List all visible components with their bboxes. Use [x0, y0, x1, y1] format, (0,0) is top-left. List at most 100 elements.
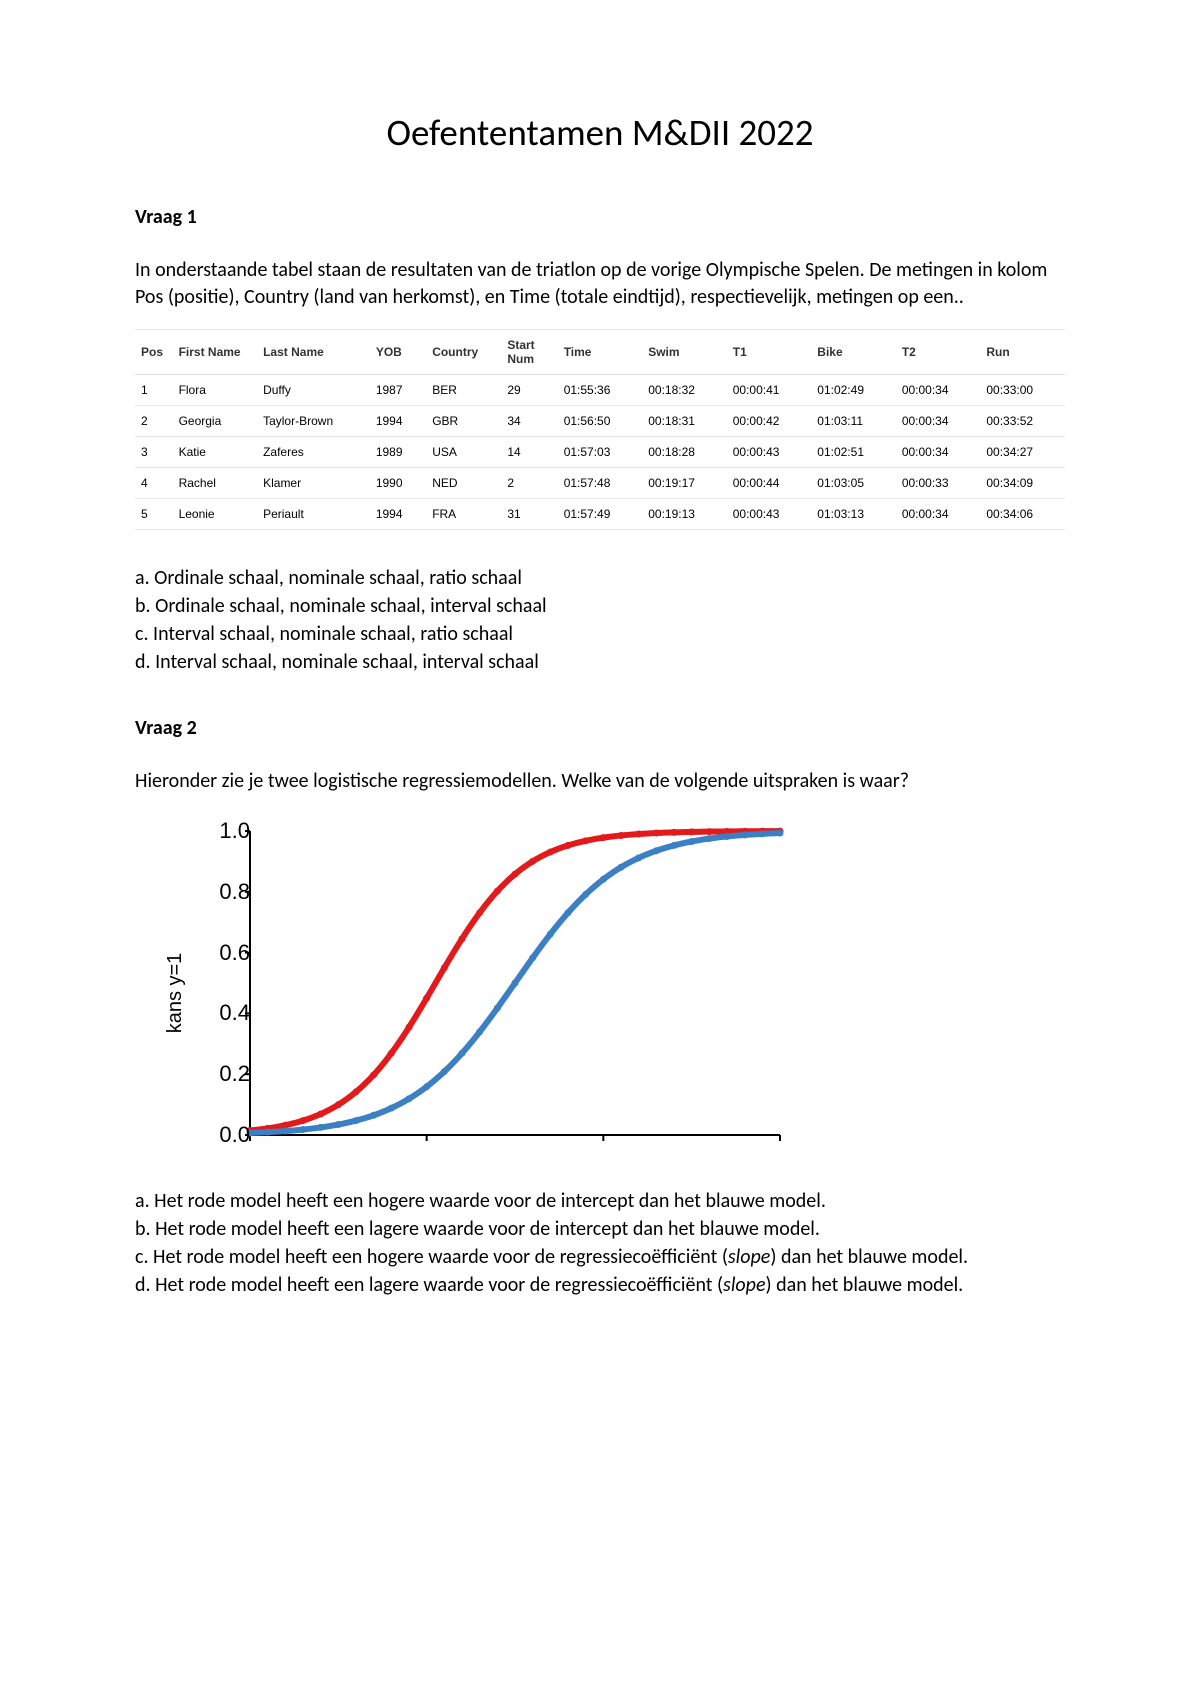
table-cell: NED [426, 468, 501, 499]
table-cell: 00:00:44 [727, 468, 812, 499]
q1-options: a. Ordinale schaal, nominale schaal, rat… [135, 564, 1065, 676]
table-cell: 00:18:28 [642, 437, 727, 468]
chart-ytick: 1.0 [219, 818, 250, 844]
table-cell: 00:00:33 [896, 468, 981, 499]
table-cell: 00:18:32 [642, 375, 727, 406]
table-cell: Klamer [257, 468, 370, 499]
table-cell: BER [426, 375, 501, 406]
q2-heading: Vraag 2 [135, 716, 1065, 740]
table-cell: 1994 [370, 406, 426, 437]
table-header: T1 [727, 330, 812, 375]
logistic-chart: kans y=1 0.0 0.2 0.4 0.6 0.8 1.0 [135, 813, 795, 1173]
table-cell: 14 [501, 437, 557, 468]
table-cell: 01:03:13 [811, 499, 896, 530]
table-cell: 00:00:41 [727, 375, 812, 406]
table-cell: 00:00:43 [727, 437, 812, 468]
chart-ytick: 0.2 [219, 1061, 250, 1087]
table-cell: 01:02:49 [811, 375, 896, 406]
table-cell: 00:18:31 [642, 406, 727, 437]
table-cell: GBR [426, 406, 501, 437]
table-row: 3KatieZaferes1989USA1401:57:0300:18:2800… [135, 437, 1065, 468]
table-cell: Katie [173, 437, 258, 468]
table-cell: 00:34:06 [980, 499, 1065, 530]
table-cell: 1989 [370, 437, 426, 468]
q2-option-b: b. Het rode model heeft een lagere waard… [135, 1215, 1065, 1243]
table-cell: 3 [135, 437, 173, 468]
chart-ytick: 0.6 [219, 940, 250, 966]
table-cell: Flora [173, 375, 258, 406]
table-cell: 01:03:11 [811, 406, 896, 437]
table-cell: 00:33:00 [980, 375, 1065, 406]
results-table: PosFirst NameLast NameYOBCountryStartNum… [135, 329, 1065, 530]
table-cell: 01:03:05 [811, 468, 896, 499]
table-header: Swim [642, 330, 727, 375]
table-cell: Taylor-Brown [257, 406, 370, 437]
q1-option-b: b. Ordinale schaal, nominale schaal, int… [135, 592, 1065, 620]
table-row: 4RachelKlamer1990NED201:57:4800:19:1700:… [135, 468, 1065, 499]
q1-intro: In onderstaande tabel staan de resultate… [135, 257, 1065, 311]
q1-heading: Vraag 1 [135, 205, 1065, 229]
table-header: StartNum [501, 330, 557, 375]
table-cell: 00:00:34 [896, 406, 981, 437]
q1-option-c: c. Interval schaal, nominale schaal, rat… [135, 620, 1065, 648]
table-cell: 2 [135, 406, 173, 437]
q2-intro: Hieronder zie je twee logistische regres… [135, 768, 1065, 795]
table-cell: 00:00:43 [727, 499, 812, 530]
table-cell: 00:00:34 [896, 375, 981, 406]
chart-ytick: 0.4 [219, 1000, 250, 1026]
table-cell: FRA [426, 499, 501, 530]
q2-option-c: c. Het rode model heeft een hogere waard… [135, 1243, 1065, 1271]
q1-option-d: d. Interval schaal, nominale schaal, int… [135, 648, 1065, 676]
table-cell: USA [426, 437, 501, 468]
table-header: Time [558, 330, 643, 375]
table-row: 1FloraDuffy1987BER2901:55:3600:18:3200:0… [135, 375, 1065, 406]
table-cell: Leonie [173, 499, 258, 530]
q2-options: a. Het rode model heeft een hogere waard… [135, 1187, 1065, 1299]
page-title: Oefententamen M&DII 2022 [135, 110, 1065, 155]
table-cell: 34 [501, 406, 557, 437]
table-header: Bike [811, 330, 896, 375]
table-row: 5LeoniePeriault1994FRA3101:57:4900:19:13… [135, 499, 1065, 530]
table-cell: Zaferes [257, 437, 370, 468]
table-cell: 1 [135, 375, 173, 406]
table-cell: 00:00:34 [896, 499, 981, 530]
q1-option-a: a. Ordinale schaal, nominale schaal, rat… [135, 564, 1065, 592]
table-cell: 1987 [370, 375, 426, 406]
chart-ytick: 0.0 [219, 1122, 250, 1148]
table-cell: 01:55:36 [558, 375, 643, 406]
table-cell: 29 [501, 375, 557, 406]
document-page: Oefententamen M&DII 2022 Vraag 1 In onde… [0, 0, 1200, 1399]
table-cell: 2 [501, 468, 557, 499]
table-header: T2 [896, 330, 981, 375]
table-cell: 01:56:50 [558, 406, 643, 437]
chart-plot [245, 823, 785, 1153]
table-cell: Rachel [173, 468, 258, 499]
chart-ylabel: kans y=1 [164, 953, 187, 1034]
table-header: YOB [370, 330, 426, 375]
table-header: Country [426, 330, 501, 375]
table-cell: 5 [135, 499, 173, 530]
table-cell: Periault [257, 499, 370, 530]
q2-option-a: a. Het rode model heeft een hogere waard… [135, 1187, 1065, 1215]
table-cell: 01:57:48 [558, 468, 643, 499]
table-cell: 01:02:51 [811, 437, 896, 468]
table-cell: 00:34:27 [980, 437, 1065, 468]
table-cell: 1994 [370, 499, 426, 530]
table-cell: 00:19:13 [642, 499, 727, 530]
table-row: 2GeorgiaTaylor-Brown1994GBR3401:56:5000:… [135, 406, 1065, 437]
chart-ytick: 0.8 [219, 879, 250, 905]
table-cell: 00:00:34 [896, 437, 981, 468]
table-header: Pos [135, 330, 173, 375]
table-cell: 31 [501, 499, 557, 530]
table-header: First Name [173, 330, 258, 375]
table-cell: 4 [135, 468, 173, 499]
table-cell: Duffy [257, 375, 370, 406]
table-cell: 00:33:52 [980, 406, 1065, 437]
table-header: Run [980, 330, 1065, 375]
table-cell: 00:00:42 [727, 406, 812, 437]
table-cell: 00:34:09 [980, 468, 1065, 499]
table-cell: 1990 [370, 468, 426, 499]
table-cell: 01:57:49 [558, 499, 643, 530]
table-header: Last Name [257, 330, 370, 375]
table-cell: 00:19:17 [642, 468, 727, 499]
